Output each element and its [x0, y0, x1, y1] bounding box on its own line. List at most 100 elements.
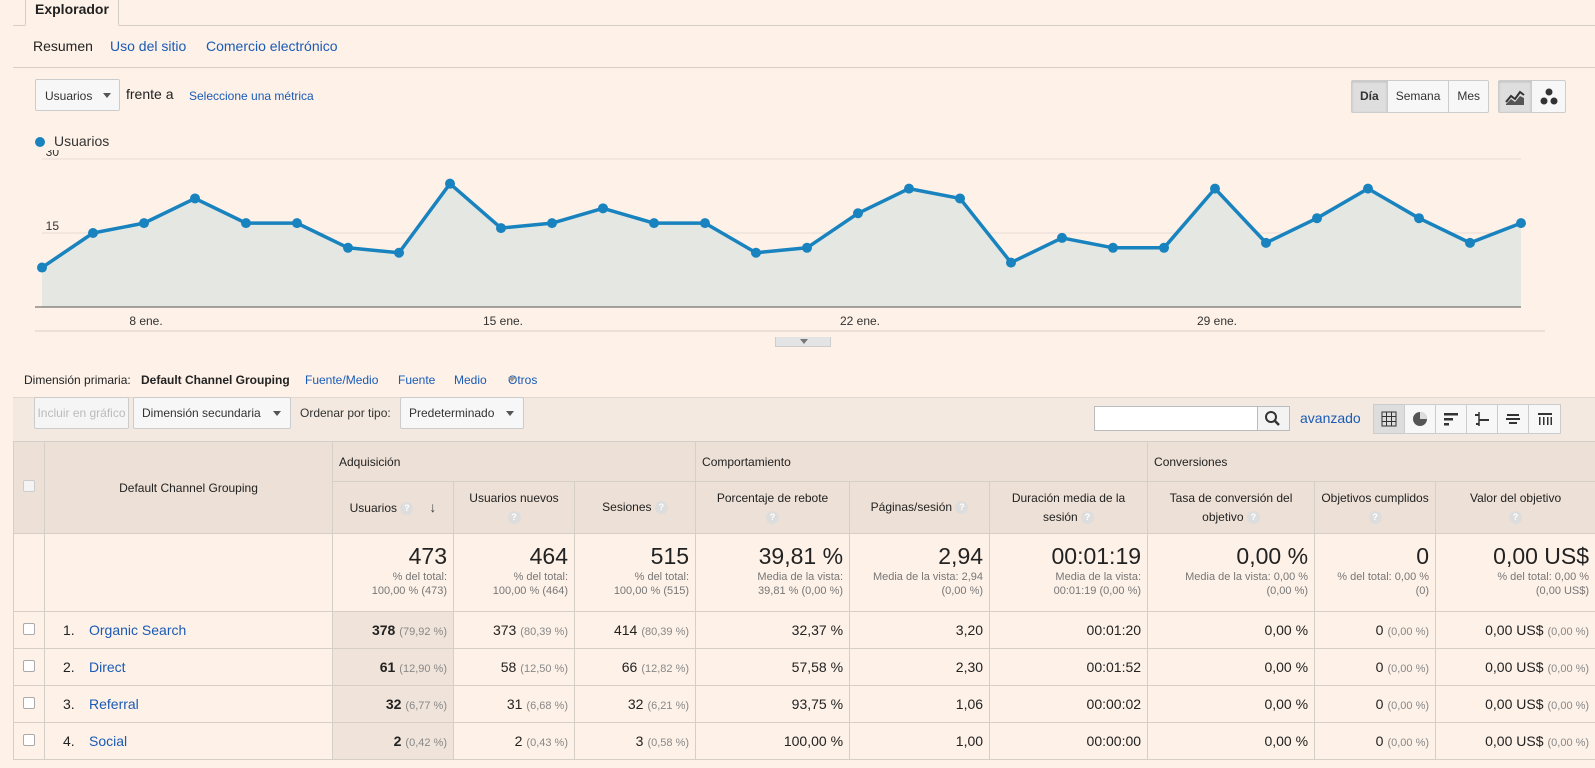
subtab-site-usage[interactable]: Uso del sitio [110, 38, 187, 54]
cell-value: 66 [621, 659, 638, 675]
totals-empty [44, 533, 333, 612]
period-month-button[interactable]: Mes [1457, 89, 1481, 103]
dimension-source-medium[interactable]: Fuente/Medio [305, 373, 379, 387]
dimension-other[interactable]: Otros [508, 373, 538, 387]
cell-value: 32 [385, 696, 402, 712]
col-pages-per-session[interactable]: Páginas/sesión ? [849, 481, 991, 534]
col-bounce-rate[interactable]: Porcentaje de rebote? [695, 481, 851, 534]
performance-view-icon[interactable] [1436, 405, 1467, 433]
table-row: 4. Social 2 (0,42 %) 2 (0,43 %) 3 (0,58 %) 100,0… [13, 722, 1595, 760]
help-icon[interactable]: ? [1368, 510, 1382, 524]
tab-explorer[interactable]: Explorador [25, 0, 119, 26]
secondary-dimension-select[interactable]: Dimensión secundaria [133, 397, 291, 429]
subtab-summary[interactable]: Resumen [33, 38, 93, 54]
line-chart-icon[interactable] [1499, 81, 1532, 112]
total-subtext: % del total: [392, 571, 447, 583]
total-value: 39,81 % [758, 543, 844, 569]
total-value: 00:01:19 [1051, 543, 1142, 569]
period-week-button[interactable]: Semana [1388, 81, 1450, 112]
cell-value: 2,30 [955, 659, 984, 675]
help-icon[interactable]: ? [400, 501, 414, 515]
cell-sessions: 3 (0,58 %) [573, 722, 697, 760]
chevron-down-icon [103, 93, 111, 98]
row-checkbox[interactable] [23, 622, 35, 635]
data-point [190, 193, 200, 204]
cell-new-users: 31 (6,68 %) [453, 685, 575, 723]
data-point [649, 218, 659, 229]
dimension-default-channel[interactable]: Default Channel Grouping [141, 373, 290, 387]
cell-value: 0,00 US$ [1485, 733, 1544, 749]
col-sessions[interactable]: Sesiones ? [573, 481, 697, 534]
pivot-view-icon[interactable] [1529, 405, 1560, 433]
cell-pages: 2,30 [849, 648, 991, 686]
help-icon[interactable]: ? [766, 510, 780, 524]
total-cell: 0,00 US$ % del total: 0,00 % (0,00 US$) [1435, 533, 1595, 612]
cell-channel: 2. Direct [44, 648, 333, 686]
cell-value: 00:00:02 [1086, 696, 1142, 712]
col-conversion-rate[interactable]: Tasa de conversión del objetivo ? [1147, 481, 1316, 534]
select-metric-link[interactable]: Seleccione una métrica [189, 89, 314, 103]
select-all-checkbox[interactable] [23, 480, 35, 492]
cell-value: 0 [1375, 659, 1384, 675]
sort-type-select[interactable]: Predeterminado [400, 397, 524, 429]
row-checkbox[interactable] [23, 696, 35, 709]
channel-link[interactable]: Social [89, 733, 128, 749]
cell-value: 00:00:00 [1086, 733, 1142, 749]
dimension-medium[interactable]: Medio [454, 373, 487, 387]
dimension-source[interactable]: Fuente [398, 373, 436, 387]
col-goal-completions[interactable]: Objetivos cumplidos ? [1314, 481, 1437, 534]
cell-users: 378 (79,92 %) [332, 611, 454, 649]
help-icon[interactable]: ? [1509, 510, 1523, 524]
channel-link[interactable]: Referral [89, 696, 139, 712]
subtab-ecommerce[interactable]: Comercio electrónico [206, 38, 338, 54]
cell-percent: (12,50 %) [520, 663, 568, 675]
search-button[interactable] [1258, 406, 1290, 431]
channel-link[interactable]: Organic Search [89, 622, 187, 638]
cell-users: 61 (12,90 %) [332, 648, 454, 686]
total-value: 464 [529, 543, 568, 569]
row-checkbox[interactable] [23, 733, 35, 746]
data-point [1006, 257, 1016, 268]
motion-chart-icon[interactable] [1532, 81, 1565, 112]
cell-percent: (80,39 %) [641, 626, 690, 638]
row-select-cell [13, 648, 45, 686]
channel-link[interactable]: Direct [89, 659, 126, 675]
chart-resize-handle[interactable] [775, 337, 831, 347]
total-subtext: (0,00 US$) [1535, 585, 1590, 597]
cell-percent: (0,42 %) [405, 737, 447, 749]
period-day-button[interactable]: Día [1352, 81, 1388, 112]
col-goal-value[interactable]: Valor del objetivo? [1435, 481, 1595, 534]
row-checkbox[interactable] [23, 659, 35, 672]
grid-view-icon[interactable] [1374, 405, 1405, 433]
col-new-users[interactable]: Usuarios nuevos? [453, 481, 575, 534]
help-icon[interactable]: ? [955, 501, 969, 514]
x-tick-label: 8 ene. [129, 314, 162, 328]
table-row: 2. Direct 61 (12,90 %) 58 (12,50 %) 66 (12,82 %… [13, 648, 1595, 686]
data-point [1057, 232, 1067, 243]
cell-value: 378 [371, 622, 396, 638]
help-icon[interactable]: ? [507, 510, 521, 524]
totals-row: 473 % del total: 100,00 % (473) 464 % del to… [13, 533, 1595, 612]
advanced-filter-link[interactable]: avanzado [1300, 410, 1361, 426]
col-duration-label: Duración media de la sesión [1011, 490, 1126, 524]
cell-channel: 4. Social [44, 722, 333, 760]
help-icon[interactable]: ? [654, 501, 668, 514]
metric-select[interactable]: Usuarios [35, 79, 120, 111]
data-point [343, 242, 353, 253]
cell-percent: (0,00 %) [1547, 700, 1590, 712]
term-cloud-view-icon[interactable] [1498, 405, 1529, 433]
cell-users: 2 (0,42 %) [332, 722, 454, 760]
help-icon[interactable]: ? [1081, 510, 1095, 524]
help-icon[interactable]: ? [1246, 510, 1260, 524]
total-subtext: Media de la vista: 2,94 [872, 571, 984, 583]
comparison-view-icon[interactable] [1467, 405, 1498, 433]
cell-value: 32 [627, 696, 644, 712]
col-avg-duration[interactable]: Duración media de la sesión ? [989, 481, 1149, 534]
row-select-cell [13, 611, 45, 649]
pie-view-icon[interactable] [1405, 405, 1436, 433]
table-search-input[interactable] [1094, 406, 1258, 431]
col-users[interactable]: Usuarios ? ↓ [332, 481, 454, 534]
cell-value: 100,00 % [783, 733, 844, 749]
sort-desc-icon[interactable]: ↓ [429, 498, 437, 515]
plot-rows-button[interactable]: Incluir en gráfico [34, 397, 129, 429]
